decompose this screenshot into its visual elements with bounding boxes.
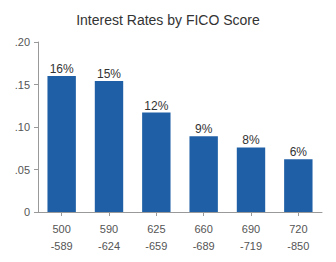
svg-text:9%: 9% [195,122,213,136]
svg-text:720: 720 [289,223,307,235]
svg-text:-624: -624 [98,240,120,252]
svg-text:-659: -659 [145,240,167,252]
svg-text:590: 590 [100,223,118,235]
svg-text:Interest Rates by FICO Score: Interest Rates by FICO Score [76,12,260,28]
svg-text:12%: 12% [144,99,168,113]
svg-text:6%: 6% [290,145,308,159]
svg-text:-689: -689 [193,240,215,252]
svg-text:690: 690 [242,223,260,235]
svg-text:-719: -719 [240,240,262,252]
svg-text:625: 625 [147,223,165,235]
svg-text:660: 660 [194,223,212,235]
svg-text:.10: .10 [15,121,30,133]
svg-text:-850: -850 [287,240,309,252]
svg-text:15%: 15% [97,67,121,81]
svg-text:8%: 8% [242,133,260,147]
svg-text:-589: -589 [51,240,73,252]
svg-text:0: 0 [24,206,30,218]
svg-text:500: 500 [52,223,70,235]
svg-text:.20: .20 [15,36,30,48]
svg-text:.15: .15 [15,79,30,91]
svg-text:.05: .05 [15,164,30,176]
svg-text:16%: 16% [50,62,74,76]
